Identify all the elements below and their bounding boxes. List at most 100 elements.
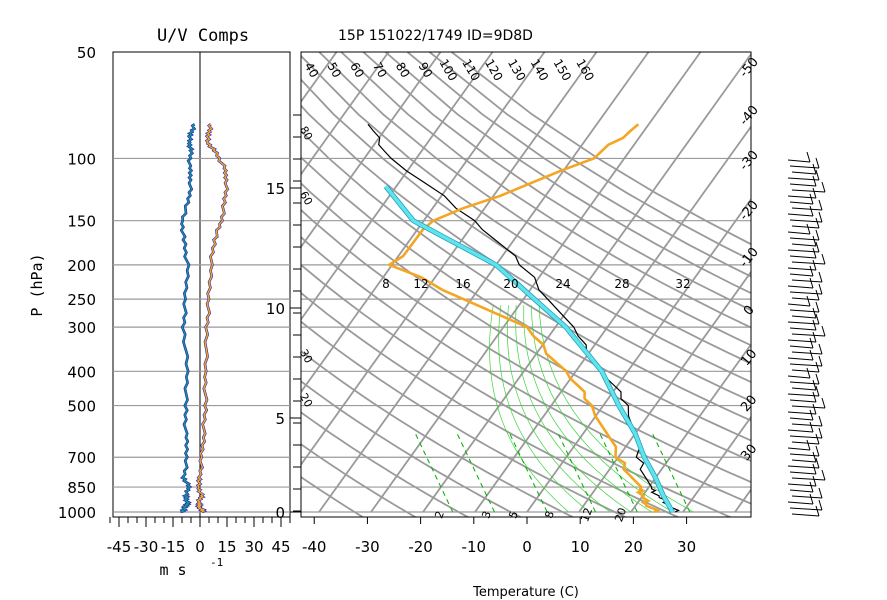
wind-barb-flag: [821, 325, 826, 337]
wind-barb-flag: [812, 403, 817, 415]
wind-barb: [787, 267, 817, 271]
wind-barb-flag: [818, 427, 823, 439]
isotherm-line: [301, 52, 598, 467]
wind-barb-flag: [815, 361, 820, 373]
isotherm-line: [682, 415, 751, 513]
wind-barb: [791, 513, 820, 517]
wind-barb: [791, 477, 826, 481]
moist-adiabat-label: 32: [675, 277, 690, 291]
height-tick-label: 5: [275, 410, 285, 428]
series-dewpoint: [386, 123, 661, 514]
mixing-ratio-line: [509, 433, 548, 513]
pressure-tick-label: 300: [67, 319, 96, 337]
dry-adiabat-line: [301, 380, 523, 517]
isotherm-line: [526, 197, 751, 513]
theta-label: 50: [324, 60, 344, 80]
wind-barbs: [787, 151, 826, 517]
uv-frame: [112, 51, 291, 518]
uv-x-ticks: -45 -30 -15 0 15 30 45: [107, 517, 291, 556]
temperature-tick-label: -40: [302, 538, 327, 556]
wind-barb-flag: [809, 337, 814, 349]
pressure-tick-label: 150: [67, 213, 96, 231]
uv-tick-label: 30: [244, 538, 263, 556]
wind-barb-flag: [821, 181, 826, 193]
dry-adiabat-line: [301, 104, 751, 403]
uv-tick-label: -45: [107, 538, 132, 556]
mixing-ratio-label: 2: [432, 509, 447, 520]
temperature-tick-label: -20: [408, 538, 433, 556]
isotherm-label: 30: [738, 442, 760, 464]
wind-barb-flag: [812, 463, 817, 475]
wind-barb-flag: [818, 355, 823, 367]
mixing-ratio-label: 5: [506, 509, 521, 520]
wind-barb: [791, 279, 823, 283]
wind-barb-flag: [812, 175, 817, 187]
wind-barb: [789, 399, 817, 403]
wind-barb-flag: [821, 253, 826, 265]
wind-barb-flag: [818, 283, 823, 295]
wind-barb-flag: [806, 367, 811, 379]
uv-series-line: [196, 123, 229, 513]
moist-adiabat-label: 12: [413, 277, 428, 291]
wind-barb: [787, 195, 817, 199]
wind-barb: [789, 345, 814, 349]
main-title: 15P 151022/1749 ID=9D8D: [338, 28, 533, 44]
isotherm-label: -50: [737, 55, 762, 81]
moist-adiabat-label: 20: [503, 277, 518, 291]
wind-barb-flag: [806, 295, 811, 307]
moist-adiabat-line: [498, 305, 590, 513]
pressure-tick-label: 700: [67, 449, 96, 467]
wind-barb-flag: [815, 373, 820, 385]
wind-barb-flag: [812, 259, 817, 271]
dry-adiabat-line: [301, 129, 751, 422]
mixing-ratio-line: [651, 433, 691, 513]
dry-adiabat-line: [301, 156, 751, 442]
wind-barb-flag: [818, 211, 823, 223]
uv-title: U/V Comps: [157, 26, 249, 46]
mixing-ratio-label: 20: [612, 506, 629, 524]
moist-adiabat-label: 24: [555, 277, 570, 291]
uv-x-axis-label-sup: -1: [210, 556, 223, 569]
wind-barb: [789, 183, 817, 187]
wind-barb-flag: [815, 241, 820, 253]
uv-tick-label: -30: [134, 538, 159, 556]
wind-barb: [791, 441, 820, 445]
moist-adiabat-line: [489, 305, 569, 513]
dry-adiabat-line: [301, 54, 751, 365]
dry-adiabat-line: [301, 182, 751, 462]
wind-barb-flag: [806, 223, 811, 235]
wind-barb-flag: [809, 265, 814, 277]
wind-barb-flag: [812, 187, 817, 199]
isotherm-line: [301, 52, 442, 249]
wind-barb: [789, 201, 814, 205]
dry-adiabat-line: [384, 52, 751, 295]
wind-barb: [789, 327, 817, 331]
wind-barb-flag: [815, 289, 820, 301]
wind-barb: [787, 159, 811, 163]
wind-barb-flag: [812, 391, 817, 403]
dry-adiabat-line: [362, 52, 751, 312]
wind-barb: [791, 351, 823, 355]
theta-label: 90: [416, 60, 436, 80]
mixing-ratio-line: [557, 433, 596, 513]
wind-barb: [791, 189, 826, 193]
wind-barb: [787, 303, 811, 307]
height-tick-label: 0: [275, 504, 285, 522]
series-temperature: [367, 123, 680, 513]
wind-barb-flag: [812, 319, 817, 331]
uv-series-shadow: [179, 123, 197, 514]
wind-barb: [787, 411, 817, 415]
pressure-axis-label: P (hPa): [28, 253, 46, 316]
pressure-tick-label: 400: [67, 363, 96, 381]
uv-series-group: [179, 123, 230, 514]
wind-barb-flag: [815, 457, 820, 469]
dry-adiabat-line: [301, 350, 575, 517]
wind-barb-flag: [815, 433, 820, 445]
pressure-tick-label: 50: [77, 44, 96, 62]
wind-barb: [791, 495, 823, 499]
wind-barb: [789, 255, 817, 259]
wind-barb-flag: [809, 409, 814, 421]
wind-barb-flag: [815, 385, 820, 397]
wind-barb: [789, 309, 820, 313]
